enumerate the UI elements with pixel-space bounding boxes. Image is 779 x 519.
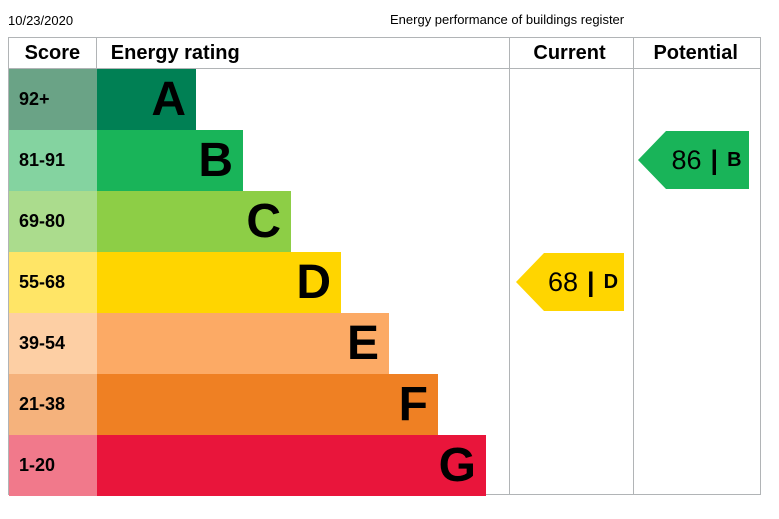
current-rating-letter: D [603, 270, 619, 293]
potential-rating-value: 86 [671, 144, 702, 175]
band-row-c: 69-80 C [9, 191, 760, 252]
page-title: Energy performance of buildings register [390, 12, 625, 27]
rating-bar: F [97, 374, 438, 435]
score-cell: 55-68 [9, 252, 97, 313]
band-row-e: 39-54 E [9, 313, 760, 374]
column-header-potential: Potential [653, 41, 738, 64]
score-cell: 39-54 [9, 313, 97, 374]
band-row-a: 92+ A [9, 69, 760, 130]
score-cell: 81-91 [9, 130, 97, 191]
band-row-g: 1-20 G [9, 435, 760, 496]
current-rating-value: 68 [547, 266, 579, 297]
score-cell: 21-38 [9, 374, 97, 435]
rating-bar: G [97, 435, 486, 496]
print-date: 10/23/2020 [8, 13, 74, 28]
rating-bar: D [97, 252, 341, 313]
band-row-b: 81-91 B [9, 130, 760, 191]
potential-rating-letter: B [727, 148, 742, 171]
potential-column-divider [633, 38, 634, 494]
arrow-divider: | [710, 144, 719, 175]
score-cell: 92+ [9, 69, 97, 130]
band-row-f: 21-38 F [9, 374, 760, 435]
table-header-row: Score Energy rating Current Potential [9, 38, 760, 69]
rating-bar: E [97, 313, 389, 374]
column-header-current: Current [533, 41, 606, 64]
score-cell: 1-20 [9, 435, 97, 496]
rating-bar: A [97, 69, 196, 130]
rating-bar: B [97, 130, 243, 191]
energy-rating-table: Score Energy rating Current Potential 92… [8, 37, 761, 496]
rating-bar: C [97, 191, 291, 252]
column-header-score: Score [9, 38, 97, 68]
arrow-divider: | [587, 266, 595, 297]
band-row-d: 55-68 D [9, 252, 760, 313]
current-rating-arrow: 68 | D [516, 253, 624, 311]
current-column-divider [509, 38, 510, 494]
column-header-energy-rating: Energy rating [110, 41, 240, 64]
score-cell: 69-80 [9, 191, 97, 252]
